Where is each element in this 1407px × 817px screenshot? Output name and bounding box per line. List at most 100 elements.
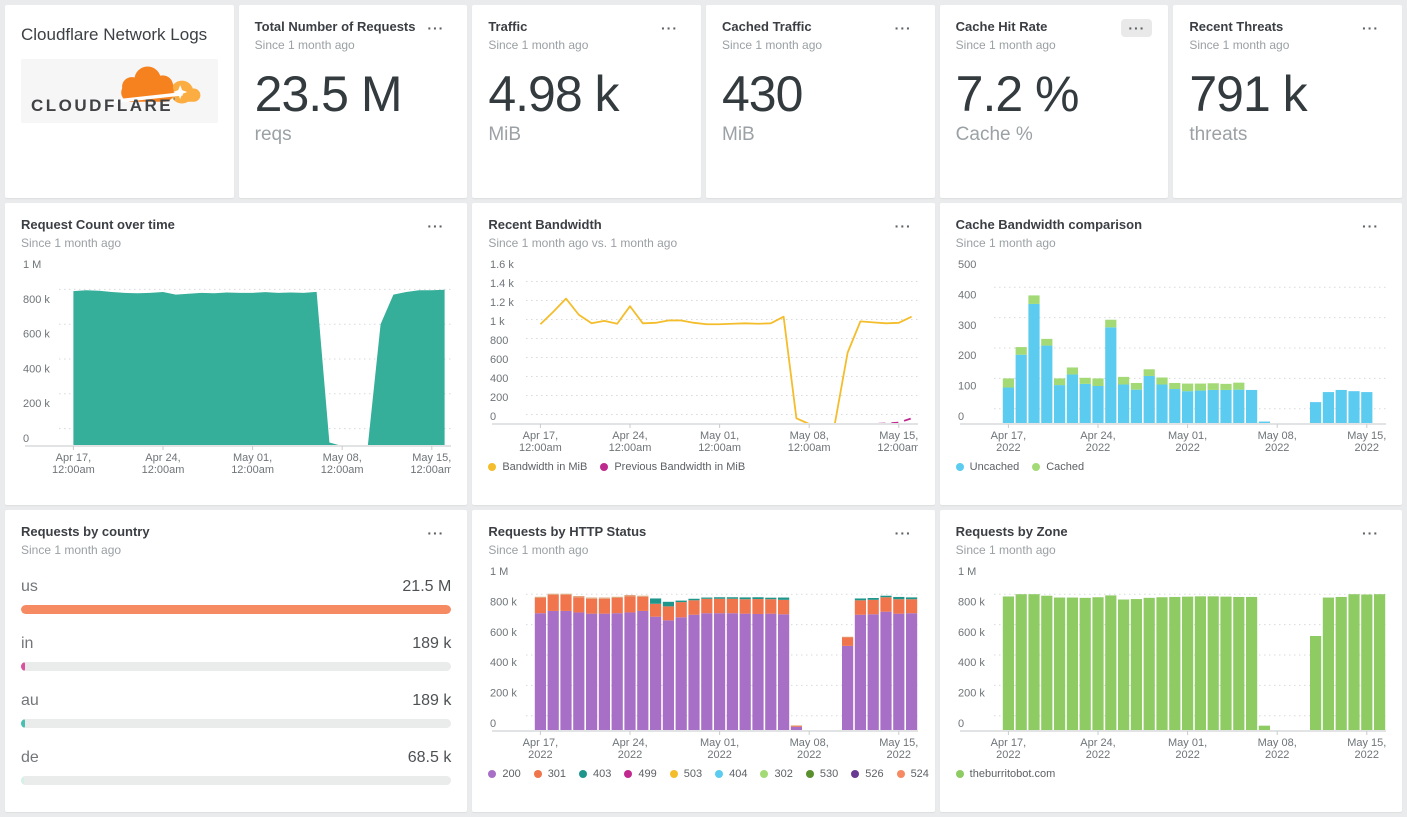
legend-item[interactable]: 200: [488, 768, 521, 780]
svg-text:1 M: 1 M: [23, 259, 41, 271]
panel-menu-button[interactable]: ···: [420, 217, 451, 235]
panel-subtitle: Since 1 month ago: [488, 543, 589, 558]
requests-by-country-list: us 21.5 M in 189 k au 189 k de 68.5 k: [21, 578, 452, 786]
legend-item[interactable]: 530: [805, 768, 838, 780]
svg-text:May 08,: May 08,: [790, 737, 829, 749]
legend-dot-icon: [488, 770, 497, 779]
legend-item[interactable]: 403: [579, 768, 611, 780]
legend-item[interactable]: 503: [669, 768, 703, 781]
requests-by-zone-chart[interactable]: 1 M 800 k 600 k 400 k 200 k 0 Apr 17, 2022 Apr 2…: [956, 565, 1386, 761]
panel-menu-button[interactable]: ···: [420, 524, 451, 542]
svg-text:400 k: 400 k: [23, 364, 50, 376]
panel-title: Cache Bandwidth comparison: [955, 217, 1143, 232]
panel-menu-button[interactable]: ···: [654, 19, 685, 37]
panel-subtitle: Since 1 month ago: [955, 236, 1056, 251]
svg-text:Apr 17,: Apr 17,: [990, 737, 1025, 749]
legend-item[interactable]: Previous Bandwidth in MiB: [600, 461, 745, 473]
svg-text:400: 400: [958, 290, 976, 302]
country-row: de 68.5 k: [21, 749, 452, 786]
panel-menu-button[interactable]: ···: [1121, 19, 1153, 37]
legend-label: 404: [729, 768, 748, 781]
stat-unit: MiB: [722, 123, 755, 145]
svg-text:Apr 17,: Apr 17,: [990, 430, 1025, 442]
http-status-chart[interactable]: 1 M 800 k 600 k 400 k 200 k 0 Apr 17, 2022 Apr 2…: [488, 565, 918, 761]
legend-dot-icon: [669, 770, 678, 779]
svg-text:2022: 2022: [1354, 749, 1378, 761]
panel-subtitle: Since 1 month ago: [488, 38, 589, 53]
svg-text:2022: 2022: [996, 749, 1020, 761]
svg-text:Apr 24,: Apr 24,: [613, 430, 648, 442]
country-bar-track: [21, 605, 452, 615]
svg-text:2022: 2022: [528, 749, 552, 761]
legend-dot-icon: [805, 770, 814, 779]
cache-bandwidth-chart[interactable]: 500 400 300 200 100 0 Apr 17, 2022 Apr 24, 2022 Ma…: [956, 258, 1386, 454]
legend-item[interactable]: 526: [851, 768, 884, 780]
legend-item[interactable]: 302: [760, 768, 793, 781]
chart-legend: Bandwidth in MiB Previous Bandwidth in Mi…: [488, 461, 918, 473]
svg-text:May 08,: May 08,: [1257, 430, 1296, 442]
svg-text:12:00am: 12:00am: [609, 442, 652, 454]
legend-label: 499: [638, 768, 657, 781]
svg-text:400 k: 400 k: [958, 657, 985, 669]
svg-text:Apr 24,: Apr 24,: [145, 452, 180, 464]
legend-item[interactable]: 524: [896, 768, 929, 780]
country-value: 68.5 k: [407, 749, 452, 767]
panel-title: Requests by HTTP Status: [488, 524, 647, 539]
svg-text:2022: 2022: [1175, 749, 1199, 761]
legend-label: 302: [774, 768, 793, 781]
svg-text:Apr 17,: Apr 17,: [523, 430, 558, 442]
chart-legend: theburritobot.com: [955, 768, 1386, 781]
legend-label: theburritobot.com: [969, 768, 1056, 781]
country-row: au 189 k: [21, 692, 452, 729]
svg-text:2022: 2022: [1354, 442, 1378, 454]
legend-label: Cached: [1046, 461, 1085, 474]
panel-menu-button[interactable]: ···: [1355, 217, 1386, 235]
country-row: us 21.5 M: [21, 578, 452, 615]
panel-subtitle: Since 1 month ago vs. 1 month ago: [488, 236, 678, 251]
svg-text:May 15,: May 15,: [1347, 737, 1386, 749]
request-count-chart[interactable]: 1 M 800 k 600 k 400 k 200 k 0 Apr 17, 12:00am Ap…: [21, 258, 451, 476]
svg-text:Apr 17,: Apr 17,: [56, 452, 91, 464]
svg-text:12:00am: 12:00am: [231, 464, 274, 476]
legend-label: Uncached: [969, 461, 1020, 474]
country-value: 189 k: [412, 635, 452, 653]
panel-requests-by-zone: Requests by Zone Since 1 month ago ··· 1…: [939, 510, 1402, 812]
legend-item[interactable]: 404: [715, 768, 747, 780]
svg-text:400: 400: [490, 373, 508, 385]
svg-text:May 15,: May 15,: [880, 430, 919, 442]
svg-text:2022: 2022: [797, 749, 821, 761]
panel-menu-button[interactable]: ···: [1355, 524, 1386, 542]
svg-text:200 k: 200 k: [490, 688, 517, 700]
legend-dot-icon: [579, 770, 588, 779]
legend-item[interactable]: Uncached: [955, 461, 1020, 474]
legend-item[interactable]: Cached: [1032, 461, 1084, 473]
legend-dot-icon: [624, 770, 633, 779]
country-label: us: [21, 578, 38, 596]
panel-title: Requests by country: [21, 524, 150, 539]
svg-text:2022: 2022: [1085, 442, 1109, 454]
svg-text:800 k: 800 k: [23, 294, 50, 306]
panel-menu-button[interactable]: ···: [888, 19, 919, 37]
panel-subtitle: Since 1 month ago: [21, 236, 122, 251]
country-bar-fill: [21, 776, 24, 786]
legend-item[interactable]: theburritobot.com: [955, 768, 1056, 781]
legend-item[interactable]: Bandwidth in MiB: [488, 461, 587, 473]
panel-menu-button[interactable]: ···: [888, 524, 919, 542]
panel-menu-button[interactable]: ···: [888, 217, 919, 235]
panel-menu-button[interactable]: ···: [1355, 19, 1386, 37]
stat-value: 4.98 k: [488, 66, 619, 123]
legend-item[interactable]: 499: [624, 768, 657, 781]
svg-text:1 k: 1 k: [490, 316, 505, 328]
stat-unit: MiB: [488, 123, 522, 145]
svg-text:600 k: 600 k: [23, 329, 50, 341]
svg-text:1 M: 1 M: [958, 566, 976, 578]
legend-item[interactable]: 301: [533, 768, 566, 780]
svg-text:12:00am: 12:00am: [52, 464, 95, 476]
legend-label: 503: [683, 768, 703, 781]
country-label: au: [21, 692, 39, 710]
svg-text:300: 300: [958, 320, 976, 332]
svg-text:12:00am: 12:00am: [142, 464, 185, 476]
panel-menu-button[interactable]: ···: [420, 19, 451, 37]
